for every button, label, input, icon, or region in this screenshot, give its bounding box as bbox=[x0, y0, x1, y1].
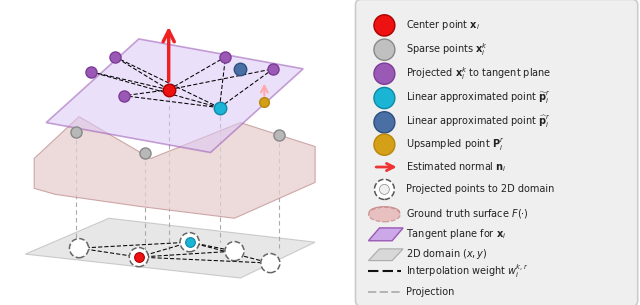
Circle shape bbox=[374, 134, 395, 155]
Circle shape bbox=[374, 39, 395, 60]
Circle shape bbox=[380, 184, 389, 194]
Text: Tangent plane for $\mathbf{x}_i$: Tangent plane for $\mathbf{x}_i$ bbox=[406, 227, 507, 241]
Text: Projected points to 2D domain: Projected points to 2D domain bbox=[406, 185, 555, 194]
Circle shape bbox=[374, 88, 395, 109]
Circle shape bbox=[260, 253, 280, 273]
Circle shape bbox=[374, 15, 395, 36]
Circle shape bbox=[70, 239, 88, 258]
Polygon shape bbox=[369, 249, 403, 260]
Circle shape bbox=[374, 112, 395, 133]
Text: Center point $\mathbf{x}_i$: Center point $\mathbf{x}_i$ bbox=[406, 18, 481, 32]
Ellipse shape bbox=[369, 207, 400, 222]
Circle shape bbox=[374, 179, 394, 199]
Text: Projected $\mathbf{x}_i^k$ to tangent plane: Projected $\mathbf{x}_i^k$ to tangent pl… bbox=[406, 65, 552, 82]
Circle shape bbox=[129, 248, 148, 267]
Text: 2D domain $(x, y)$: 2D domain $(x, y)$ bbox=[406, 247, 488, 261]
Text: Projection: Projection bbox=[406, 287, 455, 297]
Polygon shape bbox=[369, 228, 403, 241]
Circle shape bbox=[374, 63, 395, 84]
Circle shape bbox=[180, 233, 199, 252]
Text: Sparse points $\mathbf{x}_i^k$: Sparse points $\mathbf{x}_i^k$ bbox=[406, 41, 488, 58]
Text: Linear approximated point $\widehat{\mathbf{p}}_i^r$: Linear approximated point $\widehat{\mat… bbox=[406, 114, 552, 130]
Text: Estimated normal $\mathbf{n}_i$: Estimated normal $\mathbf{n}_i$ bbox=[406, 160, 507, 174]
Polygon shape bbox=[46, 39, 303, 152]
Text: Linear approximated point $\widetilde{\mathbf{p}}_i^r$: Linear approximated point $\widetilde{\m… bbox=[406, 90, 552, 106]
Text: Upsampled point $\mathbf{P}_i^r$: Upsampled point $\mathbf{P}_i^r$ bbox=[406, 137, 505, 153]
Text: Ground truth surface $F(\cdot)$: Ground truth surface $F(\cdot)$ bbox=[406, 207, 529, 220]
Polygon shape bbox=[34, 117, 315, 218]
Circle shape bbox=[225, 242, 244, 261]
FancyBboxPatch shape bbox=[355, 0, 637, 305]
Polygon shape bbox=[25, 218, 315, 278]
Text: Interpolation weight $w_i^{k,r}$: Interpolation weight $w_i^{k,r}$ bbox=[406, 263, 529, 280]
